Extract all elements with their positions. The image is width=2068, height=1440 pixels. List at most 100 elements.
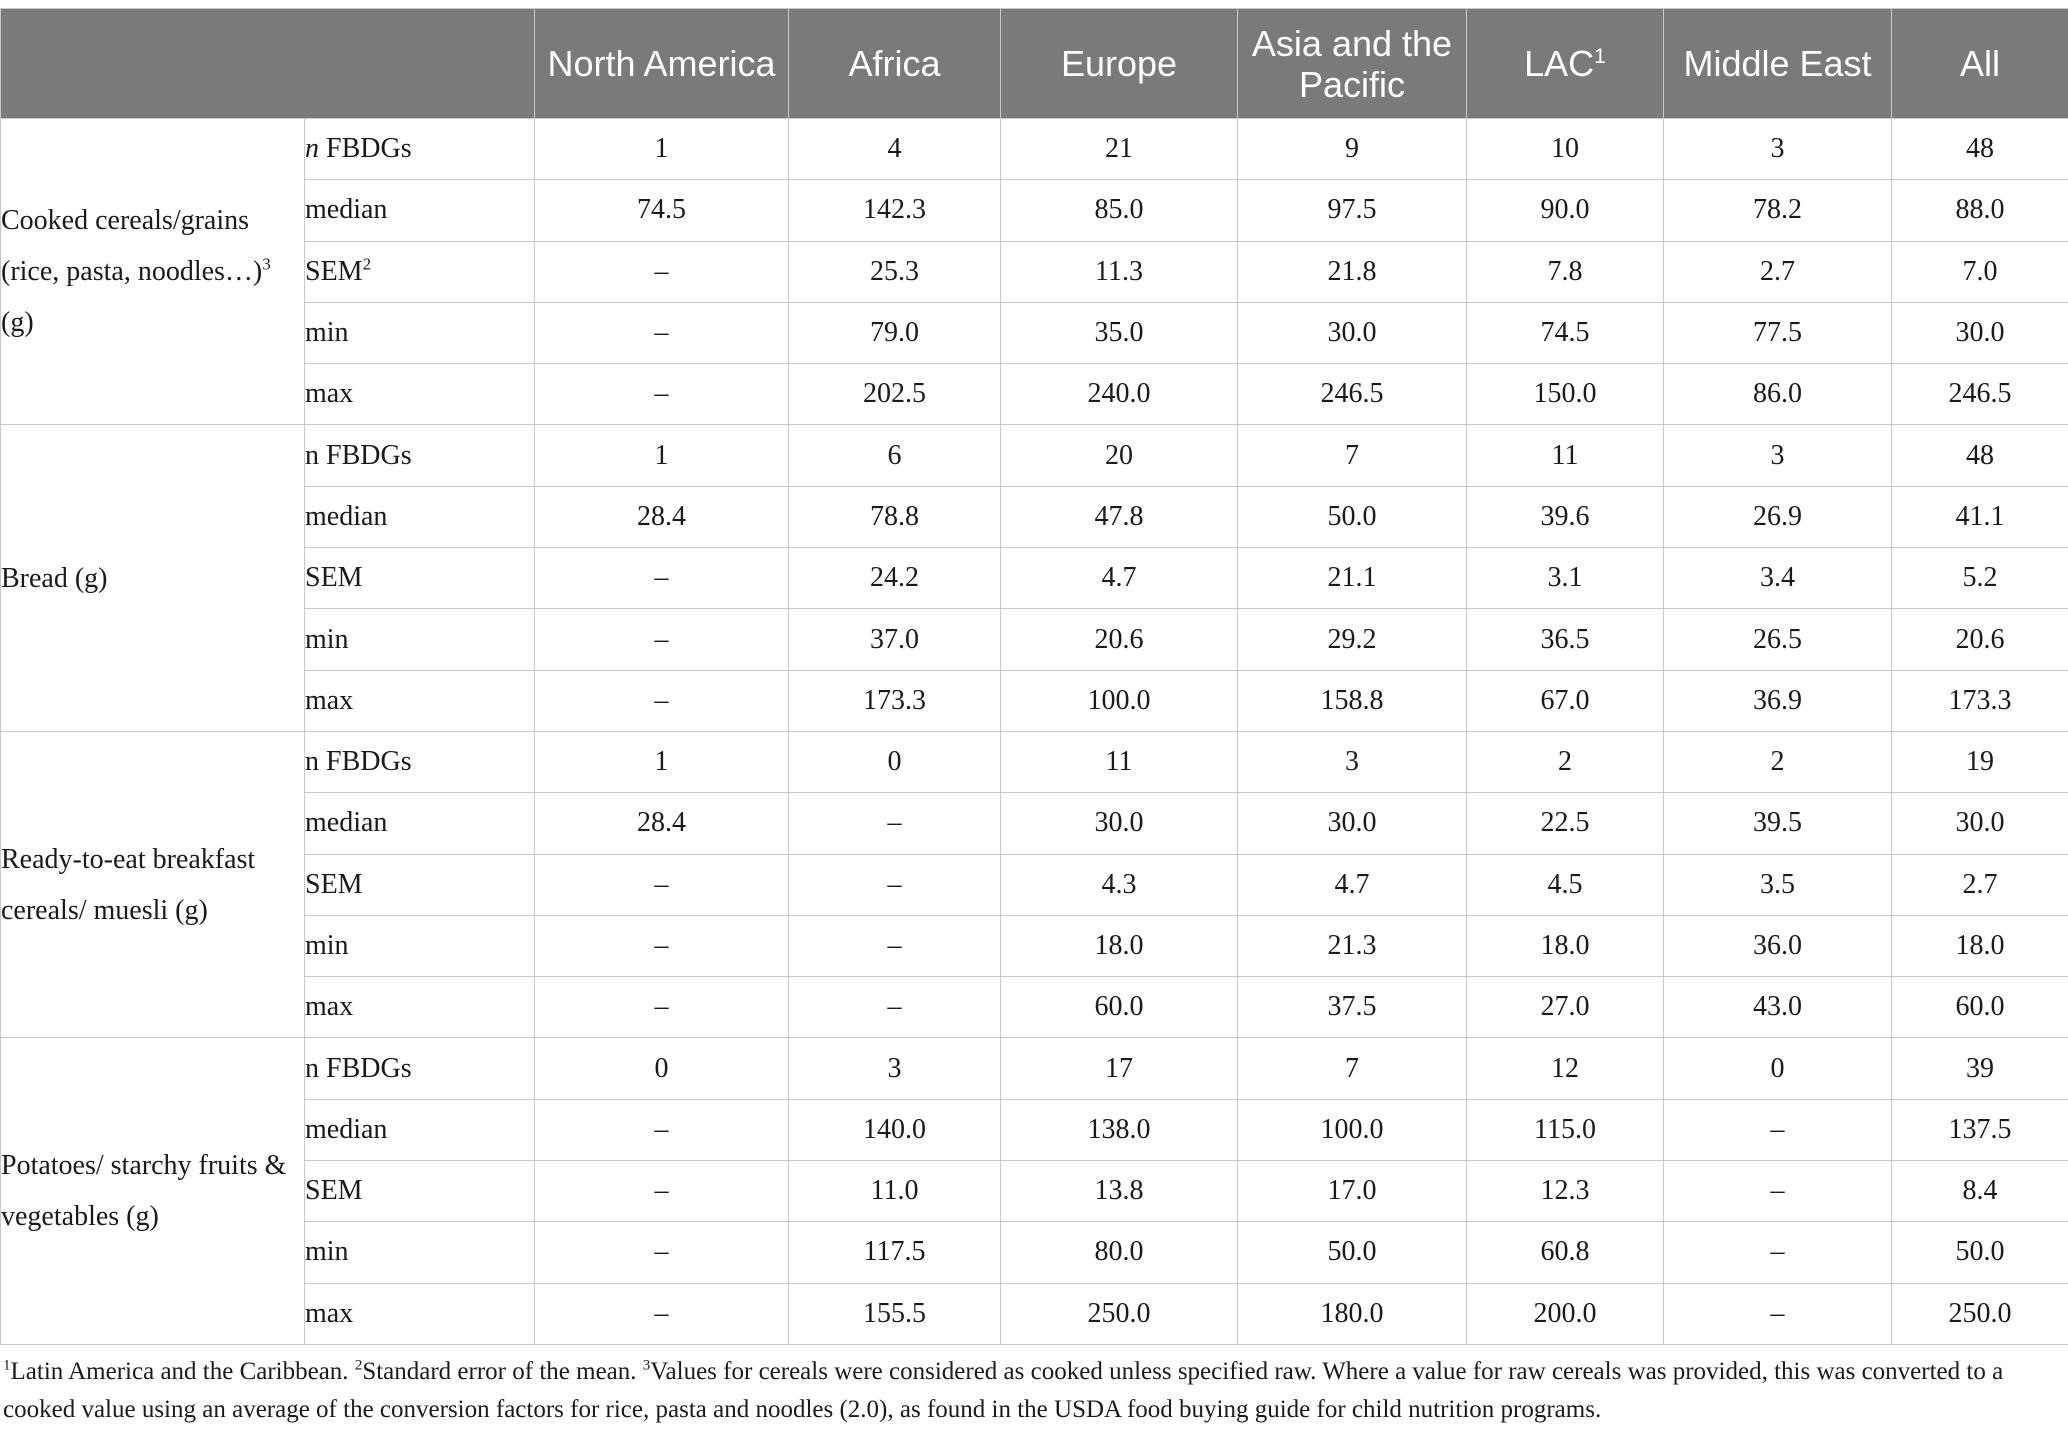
table-row: min –117.5 80.0 50.0 60.8–50.0 <box>1 1221 2068 1284</box>
value-cell: 29.2 <box>1237 608 1467 671</box>
value-cell: 173.3 <box>788 669 1001 732</box>
stat-label-cell: SEM <box>304 1160 535 1223</box>
value-cell: 240.0 <box>1000 363 1238 426</box>
stat-label: FBDGs <box>326 133 412 165</box>
column-header-label: North America <box>547 43 776 84</box>
footnote-mark: 1 <box>1594 45 1606 68</box>
footnote-text: Values for cereals were considered as co… <box>3 1358 2004 1423</box>
footnote-mark: 2 <box>362 254 372 274</box>
stat-label-cell: median <box>304 485 535 549</box>
value-cell: 77.5 <box>1663 301 1892 365</box>
value-cell: 28.4 <box>534 485 789 549</box>
stat-label: median <box>305 500 388 532</box>
value-cell: 2.7 <box>1891 853 2068 916</box>
value-cell: – <box>534 1098 789 1162</box>
value-cell: 37.0 <box>788 608 1001 671</box>
value-cell: 79.0 <box>788 301 1001 365</box>
table-row: min –79.0 35.0 30.0 74.5 77.5 30.0 <box>1 301 2068 365</box>
value-cell: 4.7 <box>1000 547 1238 610</box>
stat-label: SEM <box>305 1175 363 1207</box>
value-cell: 78.8 <box>788 485 1001 549</box>
value-cell: 155.5 <box>788 1282 1001 1345</box>
value-cell: 74.5 <box>534 179 789 242</box>
value-cell: 97.5 <box>1237 179 1467 242</box>
stat-label: n FBDGs <box>305 439 412 471</box>
table-row: Ready-to-eat breakfast cereals/ muesli (… <box>0 730 2068 1039</box>
value-cell: 22.5 <box>1466 792 1664 855</box>
group-label-unit: (g) <box>1 307 34 339</box>
value-cell: – <box>788 853 1001 916</box>
value-cell: 137.5 <box>1891 1098 2068 1162</box>
value-cell: 140.0 <box>788 1098 1001 1162</box>
stat-label-cell: SEM <box>304 547 535 610</box>
value-cell: – <box>534 853 789 916</box>
value-cell: – <box>1663 1221 1892 1284</box>
stat-label: max <box>305 1297 354 1329</box>
value-cell: – <box>534 608 789 671</box>
value-cell: 4.7 <box>1237 853 1467 916</box>
value-cell: 18.0 <box>1000 914 1238 978</box>
value-cell: 12.3 <box>1466 1160 1664 1223</box>
column-header: Asia and the Pacific <box>1237 8 1467 119</box>
table-body: Cooked cereals/grains (rice, pasta, nood… <box>0 117 2068 1345</box>
value-cell: 246.5 <box>1237 363 1467 426</box>
value-cell: 3 <box>1237 730 1467 794</box>
value-cell: – <box>534 547 789 610</box>
value-cell: 36.0 <box>1663 914 1892 978</box>
value-cell: 202.5 <box>788 363 1001 426</box>
value-cell: 250.0 <box>1000 1282 1238 1345</box>
value-cell: 21 <box>1000 117 1238 181</box>
value-cell: 50.0 <box>1237 485 1467 549</box>
value-cell: 4 <box>788 117 1001 181</box>
footnote-mark: 3 <box>642 1357 651 1374</box>
group-label: Cooked cereals/grains (rice, pasta, nood… <box>1 205 263 288</box>
value-cell: – <box>534 1282 789 1345</box>
group-label: Ready-to-eat breakfast cereals/ muesli (… <box>1 843 256 926</box>
value-cell: 50.0 <box>1891 1221 2068 1284</box>
value-cell: 36.5 <box>1466 608 1664 671</box>
value-cell: 11.0 <box>788 1160 1001 1223</box>
column-header: LAC1 <box>1466 8 1664 119</box>
value-cell: 20 <box>1000 424 1238 487</box>
value-cell: – <box>534 1221 789 1284</box>
footnote-text: Latin America and the Caribbean. <box>10 1358 355 1385</box>
value-cell: 30.0 <box>1000 792 1238 855</box>
stat-label: SEM <box>305 255 363 287</box>
table-row: Potatoes/ starchy fruits & vegetables (g… <box>0 1037 2068 1345</box>
value-cell: 36.9 <box>1663 669 1892 732</box>
value-cell: 142.3 <box>788 179 1001 242</box>
value-cell: 7 <box>1237 424 1467 487</box>
value-cell: 37.5 <box>1237 976 1467 1039</box>
value-cell: 180.0 <box>1237 1282 1467 1345</box>
table-row: Bread (g) n FBDGs 1 6 20 7 11 3 48 <box>0 424 2068 732</box>
value-cell: 246.5 <box>1891 363 2068 426</box>
value-cell: 90.0 <box>1466 179 1664 242</box>
stat-label-cell: SEM <box>304 853 535 916</box>
column-header: Europe <box>1000 8 1238 119</box>
value-cell: 0 <box>1663 1037 1892 1100</box>
value-cell: 7.0 <box>1891 240 2068 303</box>
value-cell: 3.5 <box>1663 853 1892 916</box>
stat-label-cell: n FBDGs <box>304 117 535 181</box>
value-cell: 21.3 <box>1237 914 1467 978</box>
stat-label: min <box>305 623 349 655</box>
column-header-label: All <box>1959 43 2000 84</box>
stat-label-cell: n FBDGs <box>304 730 535 794</box>
value-cell: 41.1 <box>1891 485 2068 549</box>
value-cell: – <box>534 976 789 1039</box>
stat-label-cell: max <box>304 1282 535 1345</box>
group-label-cell: Potatoes/ starchy fruits & vegetables (g… <box>0 1037 305 1345</box>
value-cell: 17.0 <box>1237 1160 1467 1223</box>
value-cell: 60.8 <box>1466 1221 1664 1284</box>
value-cell: – <box>1663 1098 1892 1162</box>
column-header: Africa <box>788 8 1001 119</box>
stat-prefix: n <box>305 133 319 165</box>
stat-label: max <box>305 991 354 1023</box>
value-cell: 10 <box>1466 117 1664 181</box>
value-cell: 30.0 <box>1891 792 2068 855</box>
value-cell: 115.0 <box>1466 1098 1664 1162</box>
stat-label: min <box>305 317 349 349</box>
value-cell: 30.0 <box>1891 301 2068 365</box>
value-cell: 60.0 <box>1891 976 2068 1039</box>
value-cell: 1 <box>534 730 789 794</box>
